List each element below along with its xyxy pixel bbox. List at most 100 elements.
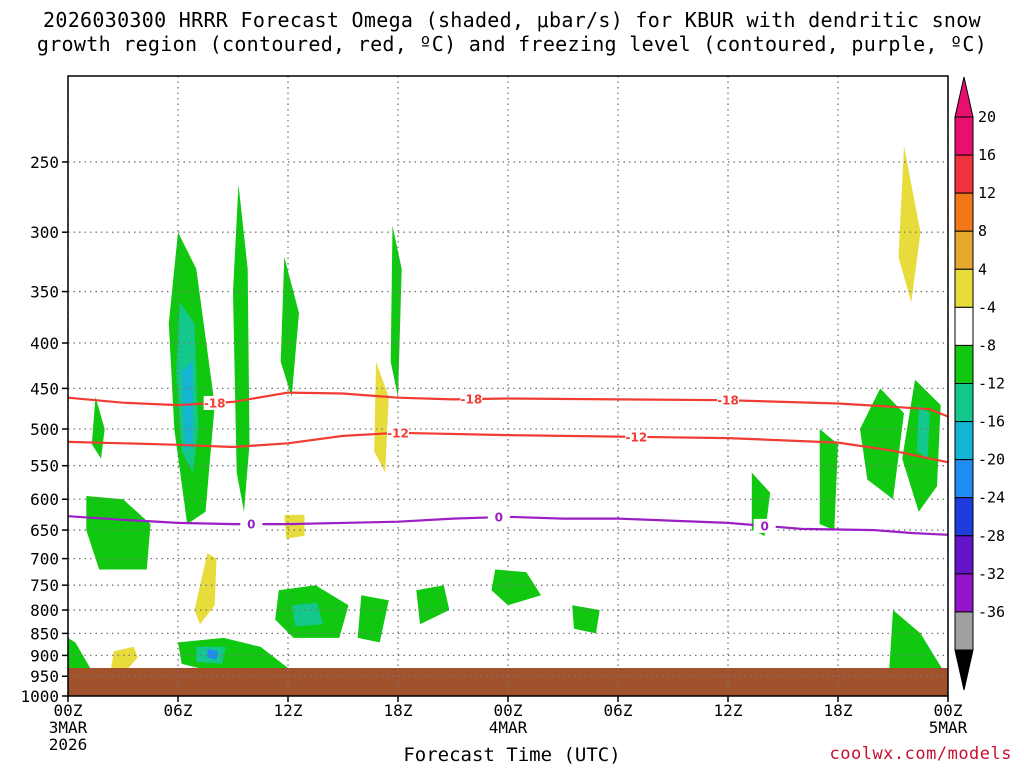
colorbar-bin-11 [954, 535, 974, 575]
x-tick-label-36-0: 12Z [714, 701, 743, 720]
y-tick-label-850: 850 [30, 624, 59, 643]
omega-region-11 [916, 405, 930, 459]
contour-label-bg-0-1 [460, 392, 483, 407]
colorbar-label-2: 12 [978, 184, 996, 202]
colorbar-label-8: -16 [978, 413, 1005, 431]
y-tick-label-300: 300 [30, 223, 59, 242]
contour-label-bg-1-0 [387, 425, 409, 440]
omega-region-24 [572, 605, 600, 634]
colorbar-bin-9 [954, 459, 974, 499]
colorbar-bin-1 [954, 154, 974, 194]
omega-region-30 [284, 514, 305, 539]
y-tick-label-450: 450 [30, 379, 59, 398]
omega-region-19 [207, 648, 219, 660]
y-tick-label-250: 250 [30, 153, 59, 172]
x-tick-label-42-0: 18Z [824, 701, 853, 720]
y-tick-label-350: 350 [30, 283, 59, 302]
colorbar-label-5: -4 [978, 298, 996, 316]
contour-label-2-2: 0 [760, 519, 768, 533]
y-tick-label-400: 400 [30, 334, 59, 353]
contour-label-bg-2-2 [753, 518, 776, 533]
colorbar-top-arrow [954, 76, 974, 118]
colorbar-label-12: -32 [978, 565, 1005, 583]
grid [67, 76, 949, 697]
omega-region-5 [390, 225, 402, 397]
colorbar-bin-12 [954, 573, 974, 613]
omega-region-8 [898, 146, 921, 303]
y-tick-label-600: 600 [30, 490, 59, 509]
omega-region-3 [233, 184, 250, 512]
contour-label-bg-2-1 [487, 510, 510, 525]
colorbar-label-7: -12 [978, 375, 1005, 393]
contour-label-0-2: -18 [717, 394, 739, 408]
contour-label-2-1: 0 [495, 511, 503, 525]
x-tick-label-6-0: 06Z [164, 701, 193, 720]
x-tick-label-0-1: 3MAR [49, 718, 88, 737]
chart-title-line1: 2026030300 HRRR Forecast Omega (shaded, … [43, 8, 981, 32]
contour-label-bg-2-0 [240, 517, 263, 532]
omega-region-6 [91, 396, 105, 459]
contour-label-2-0: 0 [247, 518, 255, 532]
colorbar-bin-3 [954, 230, 974, 270]
colorbar-bin-13 [954, 611, 974, 651]
colorbar-bin-10 [954, 497, 974, 537]
colorbar-label-13: -36 [978, 603, 1005, 621]
omega-region-7 [374, 361, 389, 473]
y-tick-label-550: 550 [30, 457, 59, 476]
chart-title-line2: growth region (contoured, red, ºC) and f… [36, 32, 988, 56]
colorbar-label-10: -24 [978, 489, 1005, 507]
colorbar-bin-8 [954, 421, 974, 461]
colorbar-bin-5 [954, 306, 974, 346]
contour-label-1-1: -12 [625, 430, 647, 444]
x-tick-label-24-0: 00Z [494, 701, 523, 720]
y-tick-label-500: 500 [30, 420, 59, 439]
y-axis: 250 300 350 400 450 500 550 600 650 700 750 800 850 9… [20, 153, 68, 706]
x-tick-label-12-0: 12Z [274, 701, 303, 720]
y-tick-label-650: 650 [30, 521, 59, 540]
y-tick-label-1000: 1000 [20, 687, 59, 706]
contour-label-bg-0-2 [717, 393, 739, 408]
omega-region-4 [280, 257, 299, 397]
omega-shading [68, 146, 945, 686]
omega-region-23 [357, 595, 389, 643]
omega-region-22 [416, 585, 450, 625]
colorbar-label-0: 20 [978, 108, 996, 126]
colorbar-label-3: 8 [978, 222, 987, 240]
colorbar-bin-2 [954, 192, 974, 232]
y-tick-label-950: 950 [30, 667, 59, 686]
y-tick-label-700: 700 [30, 550, 59, 569]
contour-label-1-0: -12 [387, 426, 409, 440]
colorbar-label-1: 16 [978, 146, 996, 164]
omega-region-29 [194, 553, 217, 625]
colorbar-label-9: -20 [978, 451, 1005, 469]
omega-region-21 [491, 569, 541, 606]
colorbar-bin-7 [954, 383, 974, 423]
x-tick-label-48-1: 5MAR [929, 718, 968, 737]
contour-label-0-1: -18 [460, 393, 482, 407]
omega-region-14 [86, 496, 151, 570]
x-tick-label-0-0: 00Z [54, 701, 83, 720]
contour-line-1 [68, 431, 948, 464]
colorbar-label-11: -28 [978, 527, 1005, 545]
colorbar-label-4: 4 [978, 260, 987, 278]
x-tick-label-48-0: 00Z [934, 701, 963, 720]
colorbar-bottom-arrow [954, 649, 974, 691]
colorbar-bin-6 [954, 344, 974, 384]
site-credit: coolwx.com/models [829, 744, 1012, 764]
x-tick-label-30-0: 06Z [604, 701, 633, 720]
y-tick-label-800: 800 [30, 601, 59, 620]
x-tick-label-24-1: 4MAR [489, 718, 528, 737]
x-axis-label: Forecast Time (UTC) [403, 744, 621, 766]
x-tick-label-18-0: 18Z [384, 701, 413, 720]
omega-region-16 [291, 602, 323, 627]
colorbar-bin-4 [954, 268, 974, 308]
colorbar-label-6: -8 [978, 336, 996, 354]
contour-line-0 [68, 391, 948, 418]
y-tick-label-900: 900 [30, 646, 59, 665]
omega-region-9 [860, 388, 904, 500]
y-tick-label-750: 750 [30, 576, 59, 595]
x-tick-label-0-2: 2026 [49, 735, 88, 754]
contours: -18 -18 -18 -12 -12 0 0 0 [68, 391, 948, 536]
